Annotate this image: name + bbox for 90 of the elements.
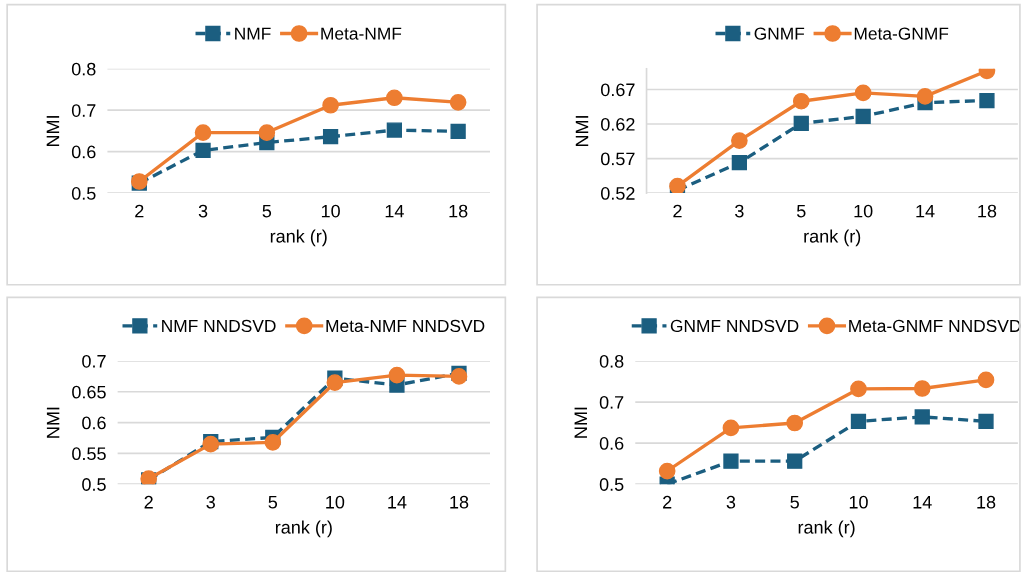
y-axis-title: NMI	[574, 407, 587, 438]
point	[386, 89, 403, 107]
point	[854, 84, 872, 102]
x-tick-label: 18	[977, 495, 996, 509]
x-tick-label: 2	[673, 204, 682, 218]
point	[723, 453, 739, 469]
point	[449, 93, 467, 111]
x-tick-label: 10	[321, 204, 340, 218]
point	[792, 92, 810, 110]
x-tick-label: 18	[449, 204, 468, 218]
legend-label: NMF NNDSVD	[162, 319, 276, 333]
x-tick-label: 2	[144, 495, 153, 509]
x-axis-title: rank (r)	[275, 520, 332, 538]
point	[450, 368, 468, 385]
point	[850, 380, 867, 398]
point	[322, 96, 339, 114]
legend-label: NMF	[235, 27, 271, 40]
legend-label: Meta-NMF	[321, 27, 402, 40]
point	[979, 92, 995, 109]
point	[731, 132, 748, 149]
y-tick-label: 0.62	[600, 117, 635, 131]
point	[194, 124, 212, 141]
point	[258, 124, 276, 141]
y-axis-title: NMI	[46, 116, 60, 146]
y-tick-label: 0.65	[72, 385, 106, 399]
y-tick-label: 0.6	[71, 145, 96, 159]
point	[386, 122, 403, 138]
y-tick-label: 0.8	[599, 354, 624, 368]
x-tick-label: 3	[726, 495, 736, 509]
y-tick-label: 0.7	[71, 104, 96, 117]
x-tick-label: 3	[206, 495, 215, 509]
y-axis-title: NMI	[46, 407, 60, 438]
point	[978, 413, 994, 429]
y-tick-label: 0.7	[82, 354, 106, 368]
x-axis-title: rank (r)	[270, 229, 327, 247]
x-tick-label: 3	[735, 204, 744, 218]
x-tick-label: 5	[262, 204, 272, 218]
x-tick-label: 14	[913, 495, 932, 509]
point	[793, 115, 809, 131]
point	[195, 142, 211, 159]
y-tick-label: 0.67	[600, 83, 635, 97]
point	[914, 409, 930, 425]
point	[977, 371, 995, 389]
y-tick-label: 0.6	[82, 416, 106, 430]
x-axis-title: rank (r)	[804, 229, 861, 247]
point	[264, 433, 282, 451]
point	[658, 462, 676, 480]
legend-label: Meta-GNMF	[854, 27, 949, 40]
x-tick-label: 10	[326, 495, 345, 509]
point	[731, 155, 748, 171]
x-tick-label: 3	[198, 204, 208, 218]
legend-label: GNMF	[754, 27, 805, 40]
point	[722, 419, 740, 437]
y-axis-title: NMI	[575, 116, 589, 146]
x-tick-label: 18	[978, 204, 997, 218]
y-tick-label: 0.5	[82, 478, 106, 491]
x-tick-label: 14	[916, 204, 935, 218]
x-tick-label: 18	[450, 495, 469, 509]
point	[322, 129, 339, 145]
x-tick-label: 5	[268, 495, 278, 509]
x-tick-label: 2	[135, 204, 144, 218]
point	[388, 366, 406, 384]
point	[855, 108, 871, 125]
x-tick-label: 5	[790, 495, 799, 509]
legend-label: Meta-GNMF NNDSVD	[849, 319, 1021, 333]
x-tick-label: 10	[849, 495, 868, 509]
x-axis-title: rank (r)	[798, 520, 855, 538]
x-tick-label: 5	[796, 204, 806, 218]
point	[326, 374, 344, 391]
y-tick-label: 0.5	[599, 478, 624, 491]
y-tick-label: 0.57	[600, 152, 635, 166]
x-tick-label: 2	[663, 495, 672, 509]
legend-label: Meta-NMF NNDSVD	[326, 319, 485, 333]
point	[669, 177, 686, 194]
y-tick-label: 0.8	[71, 62, 96, 76]
legend-label: GNMF NNDSVD	[670, 319, 799, 333]
point	[450, 123, 466, 139]
x-tick-label: 14	[388, 495, 407, 509]
y-tick-label: 0.52	[600, 187, 635, 200]
y-tick-label: 0.5	[71, 187, 96, 200]
point	[916, 88, 934, 105]
x-tick-label: 14	[385, 204, 404, 218]
point	[786, 414, 804, 432]
point	[913, 380, 931, 397]
y-tick-label: 0.7	[599, 395, 624, 409]
y-tick-label: 0.55	[72, 447, 106, 461]
point	[850, 413, 867, 429]
point	[787, 453, 803, 469]
y-tick-label: 0.6	[599, 437, 624, 450]
x-tick-label: 10	[854, 204, 873, 218]
